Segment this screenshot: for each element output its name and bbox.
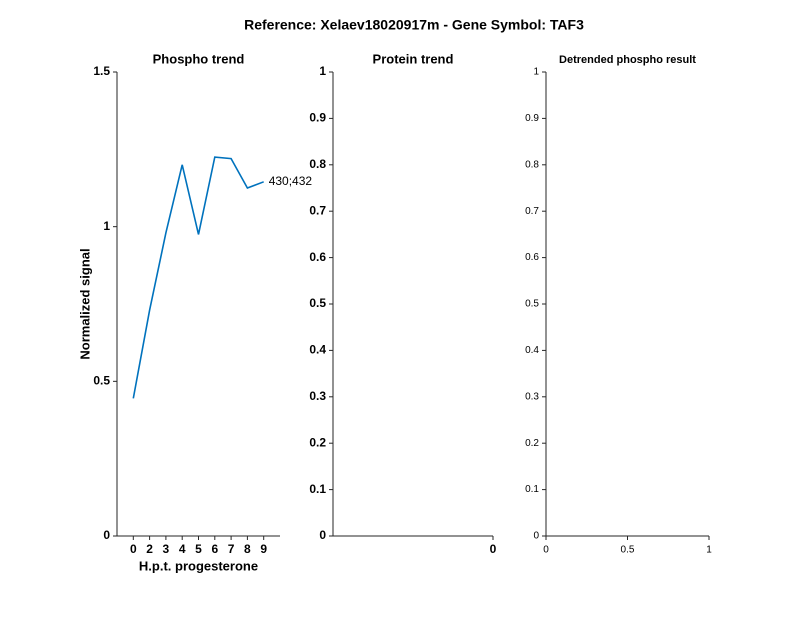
y-tick-label: 0.1 [525, 484, 539, 495]
y-tick-label: 0 [319, 528, 326, 542]
y-tick-label: 1 [103, 219, 110, 233]
y-tick-label: 0.9 [525, 113, 539, 124]
x-tick-label: 4 [179, 542, 186, 556]
x-tick-label: 2 [146, 542, 153, 556]
x-tick-label: 0.5 [621, 545, 635, 556]
y-tick-label: 0.6 [525, 252, 539, 263]
y-tick-label: 0.2 [309, 435, 326, 449]
subplot-title: Protein trend [373, 51, 454, 66]
y-tick-label: 0.2 [525, 438, 539, 449]
y-axis-label: Normalized signal [77, 248, 92, 359]
y-tick-label: 0.7 [309, 203, 326, 217]
y-tick-label: 1 [533, 67, 539, 78]
figure-title: Reference: Xelaev18020917m - Gene Symbol… [244, 17, 584, 33]
y-tick-label: 1 [319, 64, 326, 78]
x-tick-label: 5 [195, 542, 202, 556]
y-tick-label: 0.3 [525, 391, 539, 402]
y-tick-label: 0.6 [309, 250, 326, 264]
y-tick-label: 0.8 [309, 157, 326, 171]
x-tick-label: 7 [228, 542, 235, 556]
y-tick-label: 0 [103, 528, 110, 542]
x-tick-label: 0 [543, 545, 549, 556]
y-tick-label: 0.8 [525, 159, 539, 170]
x-tick-label: 6 [211, 542, 218, 556]
y-tick-label: 0.7 [525, 206, 539, 217]
x-tick-label: 1 [706, 545, 712, 556]
y-tick-label: 0.4 [309, 343, 326, 357]
data-line [132, 156, 264, 399]
y-tick-label: 0.5 [525, 299, 539, 310]
x-tick-label: 8 [244, 542, 251, 556]
y-tick-label: 0.5 [309, 296, 326, 310]
x-tick-label: 3 [163, 542, 170, 556]
y-tick-label: 0.4 [525, 345, 539, 356]
y-tick-label: 0.1 [309, 482, 326, 496]
subplot-title: Detrended phospho result [559, 54, 696, 66]
y-tick-label: 0 [533, 531, 539, 542]
x-axis-label: H.p.t. progesterone [139, 558, 258, 573]
x-tick-label: 9 [260, 542, 267, 556]
y-tick-label: 0.9 [309, 111, 326, 125]
x-tick-label: 0 [490, 542, 497, 556]
subplot-title: Phospho trend [153, 51, 245, 66]
y-tick-label: 0.5 [93, 374, 110, 388]
series-label: 430;432 [269, 174, 313, 188]
x-tick-label: 0 [130, 542, 137, 556]
y-tick-label: 0.3 [309, 389, 326, 403]
y-tick-label: 1.5 [93, 64, 110, 78]
